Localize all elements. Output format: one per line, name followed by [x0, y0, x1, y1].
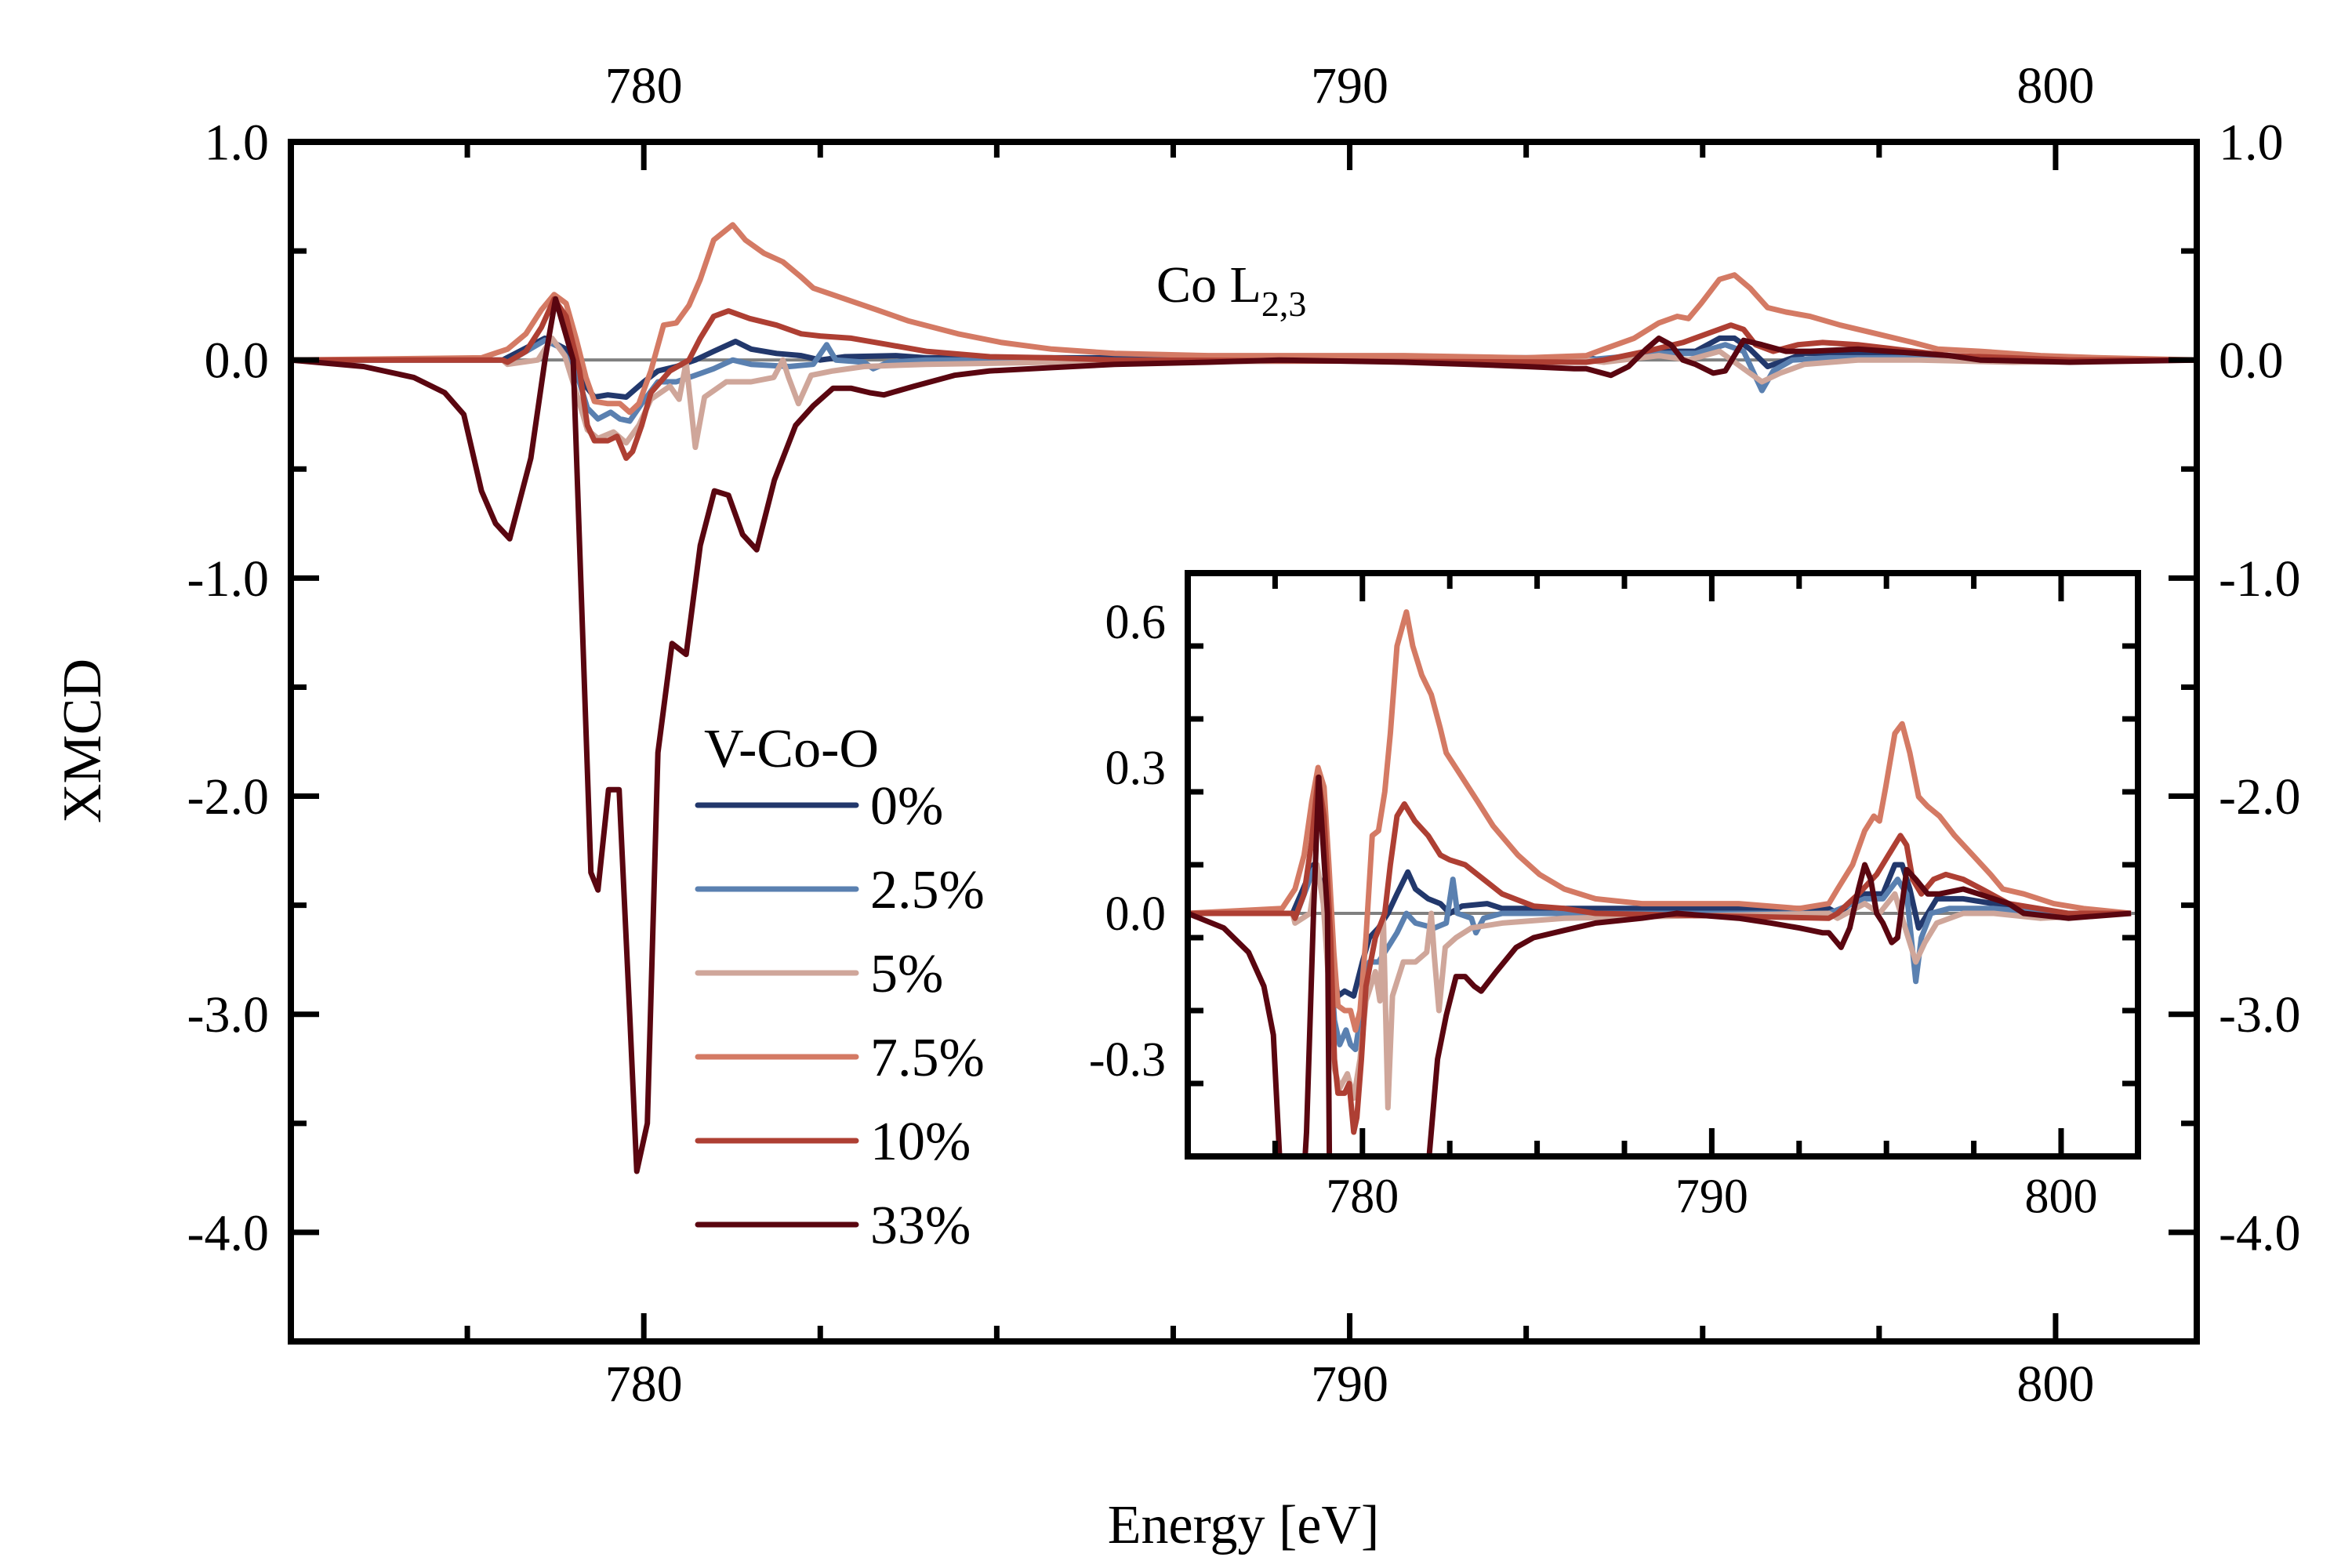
inset-series-0pct: [1188, 862, 2132, 999]
main-y-tick-label: -2.0: [187, 768, 269, 826]
main-y-tick-label: -3.0: [187, 986, 269, 1044]
inset-y-tick-label: 0.6: [1105, 596, 1167, 649]
main-x-tick-label: 790: [1311, 1356, 1388, 1413]
main-y-tick-label: -4.0: [187, 1204, 269, 1261]
legend-label: 33%: [870, 1196, 971, 1256]
main-x-tick-label: 800: [2016, 1356, 2094, 1413]
inset-series-33pct: [1188, 774, 2132, 1156]
inset-plot-axes: 780 790 800 0.6 0.3 0.0 -0.3: [1089, 570, 2141, 1223]
inset-y-tick-label: -0.3: [1089, 1033, 1166, 1087]
legend: V-Co-O0% 2.5% 5% 7.5% 10% 33%: [695, 719, 985, 1256]
inset-y-tick-label: 0.0: [1105, 887, 1167, 941]
main-series-33pct: [291, 296, 2197, 1174]
main-y-tick-label-right: -1.0: [2219, 550, 2300, 608]
legend-label: 7.5%: [870, 1028, 985, 1088]
main-y-tick-label-right: -4.0: [2219, 1204, 2300, 1261]
inset-x-tick-label: 800: [2024, 1170, 2097, 1223]
main-x-tick-label-top: 800: [2016, 57, 2094, 114]
inset-series-7-5pct: [1188, 609, 2132, 1033]
main-plot-series: [291, 222, 2197, 1174]
main-y-tick-label-right: -3.0: [2219, 986, 2300, 1044]
main-x-tick-label: 780: [605, 1356, 683, 1413]
inset-y-tick-label: 0.3: [1105, 742, 1167, 795]
legend-label: 0%: [870, 776, 943, 837]
main-y-tick-label-right: -2.0: [2219, 768, 2300, 826]
legend-title: V-Co-O: [704, 719, 879, 779]
inset-x-tick-label: 790: [1675, 1170, 1748, 1223]
main-y-tick-label: 0.0: [205, 332, 270, 390]
annotation-co-l23: Co L2,3: [1156, 256, 1306, 324]
main-series-7-5pct: [291, 222, 2197, 416]
main-y-tick-label-right: 1.0: [2219, 114, 2284, 171]
legend-label: 5%: [870, 944, 943, 1004]
main-frame: [288, 139, 2200, 1345]
main-series-0pct: [291, 335, 2197, 400]
x-axis-label: Energy [eV]: [1108, 1495, 1380, 1555]
main-series-2-5pct: [291, 337, 2197, 424]
main-y-tick-label: -1.0: [187, 550, 269, 608]
inset-plot-series: [1188, 609, 2138, 1156]
y-axis-label: XMCD: [53, 659, 113, 823]
inset-x-tick-label: 780: [1326, 1170, 1399, 1223]
main-y-tick-label: 1.0: [205, 114, 270, 171]
main-x-tick-label-top: 780: [605, 57, 683, 114]
main-x-tick-label-top: 790: [1311, 57, 1388, 114]
legend-label: 10%: [870, 1112, 971, 1172]
legend-label: 2.5%: [870, 860, 985, 920]
main-y-tick-label-right: 0.0: [2219, 332, 2284, 390]
main-plot-axes: 780 780 790 790 800 800 1.0 1.0 0.0 0.0 -1.0 -1.0 -2…: [187, 57, 2301, 1413]
